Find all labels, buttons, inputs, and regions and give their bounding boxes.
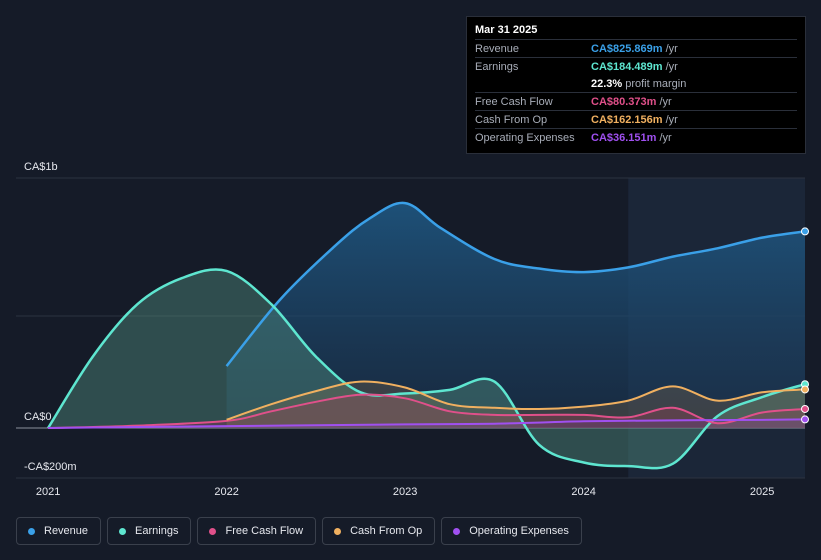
tooltip-label: Cash From Op — [475, 113, 548, 126]
tooltip-value: CA$36.151m — [591, 131, 657, 144]
tooltip-value: CA$162.156m — [591, 113, 663, 126]
x-tick-label: 2021 — [36, 486, 60, 498]
tooltip-value: 22.3% — [591, 77, 623, 90]
cash-from-op-line — [226, 380, 806, 421]
revenue-area — [226, 202, 806, 428]
tooltip-unit: profit margin — [625, 77, 687, 90]
tooltip-unit: /yr — [665, 60, 678, 73]
cash-from-op-dot-icon — [334, 527, 342, 535]
legend-item-earnings[interactable]: Earnings — [107, 517, 192, 545]
tooltip-label: Operating Expenses — [475, 131, 575, 144]
free-cash-flow-dot-icon — [209, 527, 217, 535]
legend-item-free-cash-flow[interactable]: Free Cash Flow — [197, 517, 317, 545]
tooltip-unit: /yr — [659, 131, 672, 144]
operating-expenses-line — [48, 418, 806, 429]
operating-expenses-dot-icon — [453, 527, 461, 535]
tooltip-unit: /yr — [665, 113, 678, 126]
tooltip-label: Revenue — [475, 42, 520, 55]
x-tick-label: 2022 — [214, 486, 238, 498]
cash-from-op-area — [226, 381, 806, 428]
legend-item-cash-from-op[interactable]: Cash From Op — [322, 517, 436, 545]
tooltip-label: Earnings — [475, 60, 519, 73]
tooltip-row-free-cash-flow: Free Cash Flow CA$80.373m /yr — [475, 92, 797, 110]
revenue-end-point — [801, 227, 809, 236]
legend-label: Operating Expenses — [469, 525, 569, 537]
legend-item-operating-expenses[interactable]: Operating Expenses — [441, 517, 582, 545]
x-tick-label: 2024 — [571, 486, 595, 498]
tooltip-row-profit-margin: 22.3% profit margin — [475, 75, 797, 92]
y-tick-label: CA$1b — [24, 161, 58, 173]
cash-from-op-end-point — [801, 385, 809, 394]
tooltip-row-earnings: Earnings CA$184.489m /yr — [475, 57, 797, 75]
tooltip-unit: /yr — [665, 42, 678, 55]
tooltip-unit: /yr — [659, 95, 672, 108]
free-cash-flow-line — [48, 393, 806, 429]
tooltip-value: CA$184.489m — [591, 60, 663, 73]
y-tick-label: -CA$200m — [24, 461, 77, 473]
legend-item-revenue[interactable]: Revenue — [16, 517, 102, 545]
tooltip-panel: Mar 31 2025 Revenue CA$825.869m /yr Earn… — [466, 16, 806, 154]
earnings-dot-icon — [119, 527, 127, 535]
revenue-dot-icon — [28, 527, 35, 535]
legend-label: Free Cash Flow — [225, 525, 304, 537]
tooltip-label: Free Cash Flow — [475, 95, 553, 108]
y-tick-label: CA$0 — [24, 411, 52, 423]
legend: Revenue Earnings Free Cash Flow Cash Fro… — [16, 517, 582, 545]
x-tick-label: 2023 — [393, 486, 417, 498]
free-cash-flow-end-point — [801, 404, 809, 413]
tooltip-value: CA$825.869m — [591, 42, 663, 55]
legend-label: Cash From Op — [350, 525, 423, 537]
tooltip-row-operating-expenses: Operating Expenses CA$36.151m /yr — [475, 128, 797, 146]
revenue-line — [225, 201, 806, 367]
legend-label: Revenue — [44, 525, 89, 537]
tooltip-row-revenue: Revenue CA$825.869m /yr — [475, 39, 797, 57]
x-tick-label: 2025 — [750, 486, 774, 498]
tooltip-row-cash-from-op: Cash From Op CA$162.156m /yr — [475, 110, 797, 128]
operating-expenses-end-point — [801, 415, 809, 424]
legend-label: Earnings — [135, 525, 179, 537]
tooltip-date: Mar 31 2025 — [475, 24, 538, 36]
tooltip-value: CA$80.373m — [591, 95, 657, 108]
